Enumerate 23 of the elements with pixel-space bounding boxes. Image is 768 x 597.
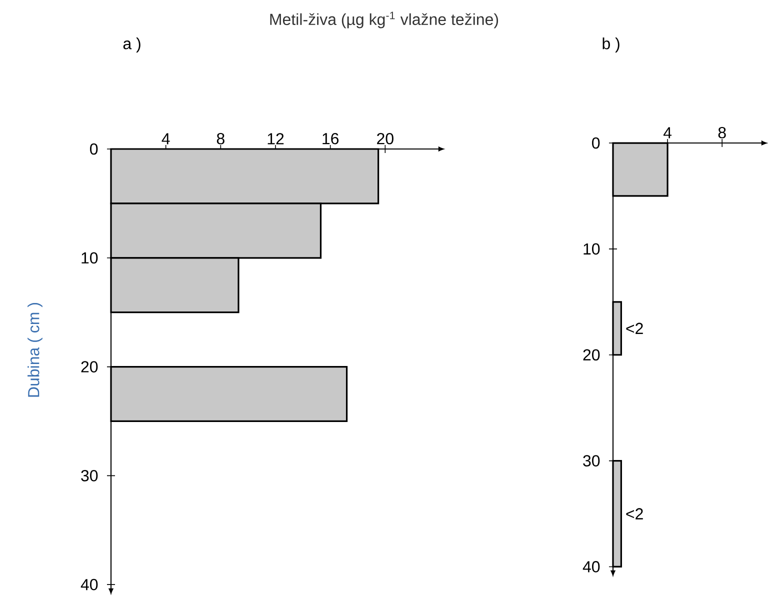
chart-title: b ) bbox=[602, 38, 620, 52]
x-tick-label: 4 bbox=[162, 133, 170, 144]
x-tick-label: 12 bbox=[268, 133, 284, 144]
y-tick-label: 0 bbox=[90, 143, 98, 155]
y-tick-label: 20 bbox=[583, 349, 600, 361]
x-tick-label: 8 bbox=[216, 132, 224, 144]
x-tick-label: 8 bbox=[718, 126, 726, 138]
x-tick-label: 16 bbox=[322, 132, 339, 144]
y-tick-label: 40 bbox=[80, 578, 98, 590]
y-tick-label: 10 bbox=[82, 252, 98, 264]
chart-subtitle: a ) bbox=[123, 38, 140, 52]
data-label: <2 bbox=[626, 322, 643, 334]
y-tick-label: 30 bbox=[583, 455, 600, 466]
y-tick-label: 10 bbox=[584, 243, 600, 255]
data-label: <2 bbox=[626, 508, 643, 520]
x-tick-label: 20 bbox=[377, 132, 394, 144]
y-tick-label: 30 bbox=[81, 470, 98, 482]
x-tick-label: 4 bbox=[663, 127, 672, 138]
y-axis-title: Dubina ( cm ) bbox=[28, 303, 42, 397]
y-tick-label: 0 bbox=[592, 137, 600, 149]
y-tick-label: 20 bbox=[81, 361, 98, 372]
y-tick-label: 40 bbox=[582, 561, 600, 572]
chart-title: Metil-živa (µg kg$^{-1}$ vlažne težine) bbox=[270, 12, 498, 28]
